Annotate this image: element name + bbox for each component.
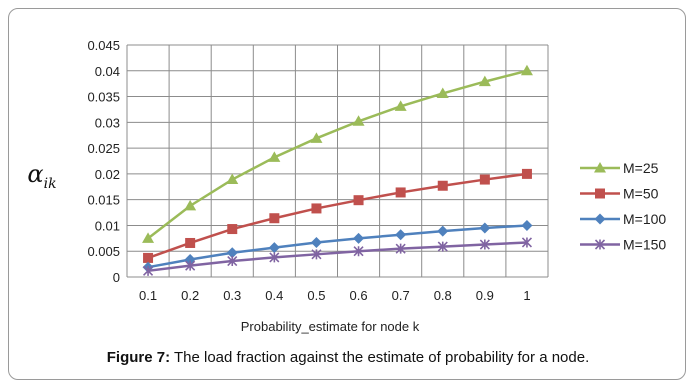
caption-label: Figure 7:: [106, 349, 171, 366]
data-point-m-150: [479, 239, 490, 250]
x-axis-label: Probability_estimate for node k: [241, 319, 420, 334]
data-point-m-150: [311, 249, 322, 260]
data-point-m-50: [395, 187, 406, 198]
y-axis-label: αik: [27, 160, 56, 192]
x-tick-label: 1: [523, 288, 530, 303]
data-point-m-100: [521, 219, 533, 231]
data-point-m-50: [227, 224, 238, 235]
figure-caption: Figure 7: The load fraction against the …: [0, 349, 696, 366]
legend-marker-m-25: [594, 162, 606, 173]
y-tick-label: 0.005: [87, 244, 120, 259]
data-point-m-50: [437, 180, 448, 191]
data-point-m-100: [226, 247, 238, 259]
chart-legend: M=25 M=50 M=100 M=150: [580, 160, 666, 253]
y-tick-label: 0.015: [87, 193, 120, 208]
legend-label-m-100: M=100: [623, 211, 666, 227]
y-tick-label: 0.045: [87, 38, 120, 53]
caption-text: The load fraction against the estimate o…: [170, 349, 590, 366]
data-point-m-25: [394, 100, 407, 111]
y-tick-label: 0.04: [95, 64, 120, 79]
data-point-m-25: [310, 132, 323, 143]
legend-label-m-150: M=150: [623, 237, 666, 253]
x-tick-label: 0.6: [350, 288, 368, 303]
x-axis-ticks: 0.1 0.2 0.3 0.4 0.5 0.6 0.7 0.8 0.9 1: [139, 288, 531, 303]
line-chart: 0 0.005 0.01 0.015 0.02 0.025 0.03 0.035 0.04 0.0…: [27, 38, 666, 334]
data-point-m-100: [437, 225, 449, 237]
data-point-m-100: [310, 236, 322, 248]
chart-series: [142, 64, 533, 276]
x-tick-label: 0.5: [307, 288, 325, 303]
series-m-150: [142, 237, 533, 276]
y-axis-ticks: 0 0.005 0.01 0.015 0.02 0.025 0.03 0.035 0.04 0.0…: [87, 38, 120, 285]
data-point-m-25: [478, 75, 491, 87]
series-m-50: [143, 168, 532, 263]
data-point-m-150: [269, 252, 280, 263]
data-point-m-50: [353, 195, 364, 206]
data-point-m-150: [142, 265, 154, 276]
data-point-m-100: [395, 229, 407, 241]
y-axis-label-subscript: ik: [44, 176, 57, 192]
legend-item-m-50: M=50: [580, 186, 659, 202]
x-tick-label: 0.1: [139, 288, 157, 303]
y-tick-label: 0.03: [95, 115, 120, 130]
legend-item-m-25: M=25: [580, 160, 659, 176]
series-m-25: [142, 64, 533, 243]
data-point-m-150: [395, 243, 406, 254]
y-tick-label: 0.035: [87, 90, 120, 105]
data-point-m-25: [142, 232, 155, 243]
series-line-m-25: [147, 69, 528, 240]
y-axis-label-symbol: α: [27, 160, 43, 188]
data-point-m-25: [520, 64, 533, 76]
y-tick-label: 0: [113, 270, 120, 285]
y-tick-label: 0.02: [95, 167, 120, 182]
data-point-m-100: [268, 242, 280, 254]
x-tick-label: 0.9: [476, 288, 494, 303]
data-point-m-50: [479, 174, 490, 185]
data-point-m-25: [268, 151, 281, 162]
data-point-m-150: [353, 246, 364, 257]
y-tick-label: 0.01: [95, 218, 120, 233]
series-line-m-100: [147, 224, 528, 269]
data-point-m-100: [479, 222, 491, 234]
legend-marker-m-100: [594, 213, 606, 225]
legend-item-m-150: M=150: [580, 237, 666, 253]
legend-label-m-25: M=25: [623, 160, 659, 176]
x-tick-label: 0.7: [392, 288, 410, 303]
x-tick-label: 0.2: [181, 288, 199, 303]
y-tick-label: 0.025: [87, 141, 120, 156]
data-point-m-25: [184, 199, 197, 211]
data-point-m-25: [226, 173, 239, 185]
data-point-m-50: [185, 237, 196, 248]
data-point-m-50: [521, 168, 532, 179]
data-point-m-150: [437, 241, 448, 252]
legend-marker-m-50: [595, 188, 605, 199]
data-point-m-150: [521, 237, 533, 248]
legend-marker-m-150: [594, 239, 606, 250]
legend-item-m-100: M=100: [580, 211, 666, 227]
data-point-m-50: [311, 203, 322, 214]
data-point-m-50: [143, 252, 154, 263]
data-point-m-25: [352, 115, 365, 126]
data-point-m-25: [436, 87, 449, 98]
data-point-m-50: [269, 213, 280, 224]
x-tick-label: 0.3: [223, 288, 241, 303]
data-point-m-150: [227, 255, 238, 267]
x-tick-label: 0.8: [434, 288, 452, 303]
data-point-m-150: [185, 260, 196, 271]
legend-label-m-50: M=50: [623, 186, 659, 202]
x-tick-label: 0.4: [265, 288, 283, 303]
data-point-m-100: [353, 232, 365, 244]
series-line-m-50: [147, 172, 528, 260]
series-line-m-150: [147, 241, 528, 273]
